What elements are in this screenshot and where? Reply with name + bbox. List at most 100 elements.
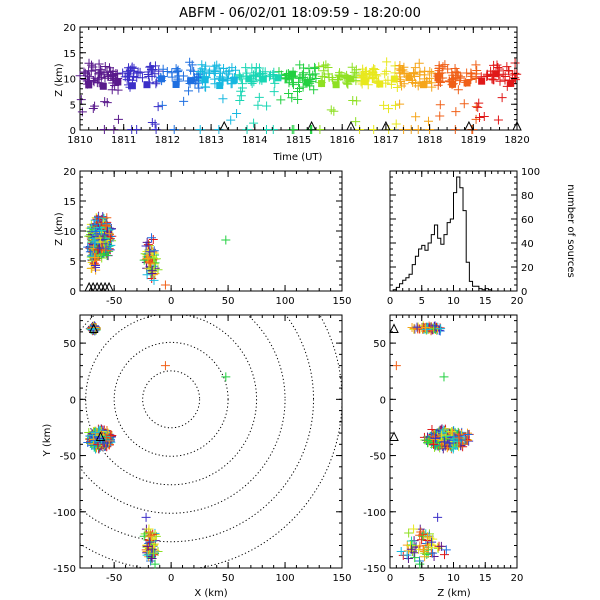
zy-station-marker <box>389 323 399 333</box>
hist-ytick-label: 20 <box>521 263 534 274</box>
time-height-source <box>197 60 207 70</box>
range-rings <box>80 315 342 568</box>
x-height-source <box>91 226 101 236</box>
time-height-source <box>414 58 424 68</box>
time-height-mean <box>419 81 427 89</box>
x-height-source <box>147 233 157 243</box>
time-station-marker <box>346 120 356 131</box>
height-y-source <box>447 427 457 437</box>
height-y-source <box>420 548 430 558</box>
plan-xtick-label: 0 <box>168 573 174 584</box>
time-height-source <box>310 69 320 79</box>
time-station-marker <box>464 120 474 131</box>
time-height-source <box>391 119 401 129</box>
time-height-source <box>227 63 237 73</box>
zy-station-marker <box>389 431 399 441</box>
x-height-source <box>90 252 100 262</box>
time-height-source <box>411 112 421 122</box>
zy-ytick-label: 0 <box>380 395 386 406</box>
time-height-source <box>146 61 156 71</box>
time-height-source <box>293 95 303 105</box>
time-height-source <box>380 69 390 79</box>
time-height-source <box>250 68 260 78</box>
time-station-marker <box>381 120 391 131</box>
xz-xtick-label: 0 <box>168 296 174 307</box>
plan-y-label: Y (km) <box>42 424 53 458</box>
time-height-source <box>90 101 100 111</box>
plan-source <box>144 532 154 542</box>
time-height-source <box>194 83 204 93</box>
xz-xtick-label: -50 <box>106 296 122 307</box>
figure-title: ABFM - 06/02/01 18:09:59 - 18:20:00 <box>179 6 421 21</box>
time-height-source <box>299 63 309 73</box>
time-height-source <box>192 72 202 82</box>
hist-xtick-label: 10 <box>447 296 460 307</box>
plan-source <box>142 550 152 560</box>
time-height-source <box>201 61 211 71</box>
x-height-source <box>160 280 170 290</box>
x-station-marker <box>104 281 114 292</box>
time-height-source <box>254 92 264 102</box>
time-height-source <box>90 65 100 75</box>
plan-source <box>83 438 93 448</box>
time-height-mean <box>449 80 457 88</box>
time-height-source <box>147 71 157 81</box>
height-y-source <box>412 322 422 332</box>
time-height-source <box>237 79 247 89</box>
time-height-source <box>76 95 86 105</box>
plan-source <box>145 537 155 547</box>
time-height-source <box>186 65 196 75</box>
plan-source <box>139 531 149 541</box>
time-height-source <box>162 66 172 76</box>
time-height-source <box>440 60 450 70</box>
time-height-source <box>298 82 308 92</box>
x-height-source <box>97 226 107 236</box>
xz-ytick-label: 20 <box>63 167 76 178</box>
plan-station-marker <box>88 323 99 333</box>
time-height-source <box>479 112 489 122</box>
time-height-mean <box>507 79 515 87</box>
time-height-source <box>268 124 278 134</box>
plan-source <box>144 524 154 534</box>
time-height-mean <box>201 76 209 84</box>
plan-source <box>147 554 157 564</box>
x-height-source <box>145 247 155 257</box>
height-y-source <box>391 361 401 371</box>
time-height-source <box>474 112 484 122</box>
plan-source <box>97 434 107 444</box>
time-height-mean <box>361 78 369 86</box>
plan-x-label: X (km) <box>194 588 227 599</box>
x-height-source <box>102 251 112 261</box>
time-height-mean <box>390 75 398 83</box>
xz-ytick-label: 0 <box>70 287 76 298</box>
time-height-source <box>269 87 279 97</box>
height-y-source <box>449 434 459 444</box>
time-height-source <box>409 69 419 79</box>
time-height-source <box>398 65 408 75</box>
time-height-source <box>309 85 319 95</box>
x-station-marker <box>96 281 106 292</box>
time-height-source <box>94 78 104 88</box>
time-height-mean <box>332 81 340 89</box>
height-y-source <box>429 439 439 449</box>
time-height-source <box>195 67 205 77</box>
time-height-source <box>269 67 279 77</box>
time-height-source <box>379 100 389 110</box>
time-height-source <box>326 105 336 115</box>
time-height-source <box>99 124 109 134</box>
time-height-source <box>293 87 303 97</box>
time-height-mean <box>303 78 311 86</box>
time-height-mean <box>434 73 442 81</box>
x-height-source <box>139 255 149 265</box>
time-height-source <box>471 60 481 70</box>
time-height-source <box>435 111 445 121</box>
zy-xtick-label: 0 <box>387 573 393 584</box>
time-height-source <box>348 96 358 106</box>
xz-xtick-label: 50 <box>222 296 235 307</box>
time-height-source <box>173 65 183 75</box>
plan-source <box>95 433 105 443</box>
time-height-source <box>451 107 461 117</box>
time-height-source <box>205 67 215 77</box>
time-height-source <box>276 95 286 105</box>
time-xtick-label: 1813 <box>198 135 223 146</box>
